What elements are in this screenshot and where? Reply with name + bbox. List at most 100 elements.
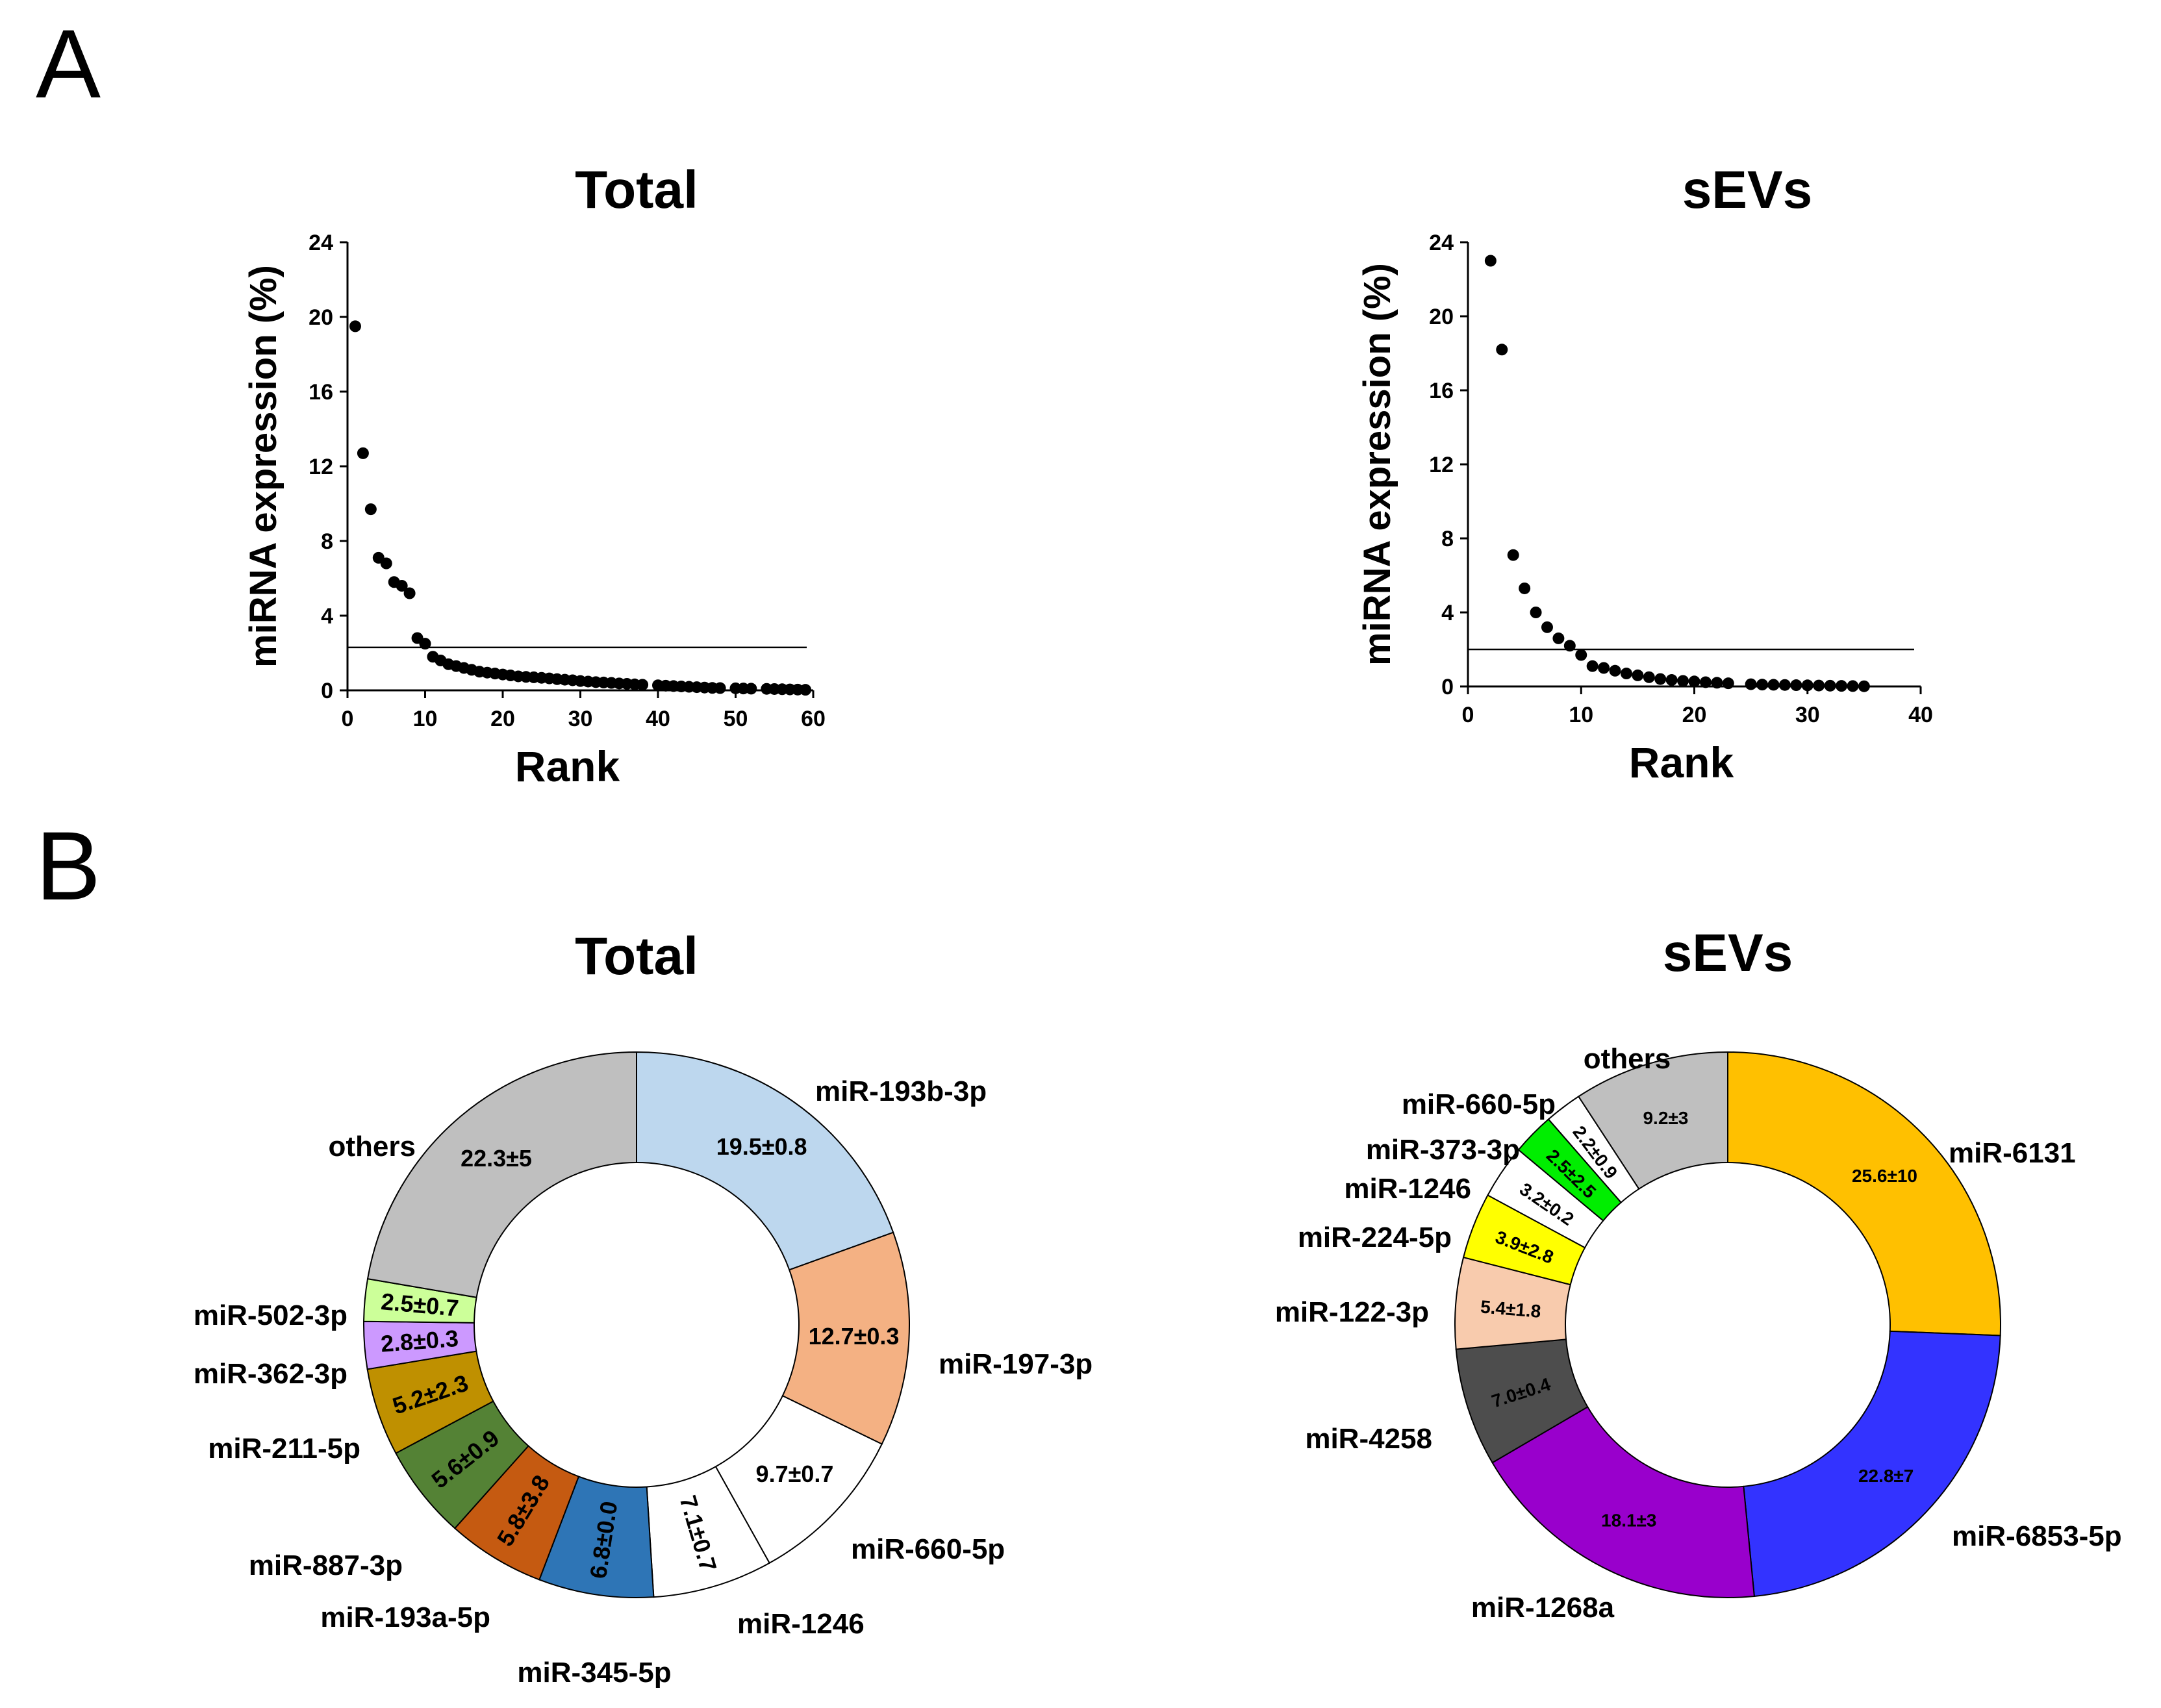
segment-name-label: miR-4258: [1305, 1423, 1432, 1455]
data-point: [1688, 675, 1700, 688]
scatter-total-chart: Total 0 4 8 12 16 20 24 0 10 20 30 40 50 60 Rank miRNA e…: [242, 160, 826, 790]
segment-value-label: 18.1±3: [1601, 1510, 1656, 1530]
x-tick-label: 30: [568, 707, 593, 731]
data-point: [1575, 649, 1587, 661]
data-point: [1643, 671, 1655, 683]
data-point: [1552, 632, 1565, 644]
data-point: [1507, 549, 1519, 561]
y-tick-label: 12: [309, 455, 333, 479]
data-point: [349, 320, 361, 333]
segment-name-label: others: [329, 1131, 416, 1162]
x-tick-label: 30: [1795, 703, 1820, 727]
chart-title: sEVs: [1663, 923, 1793, 983]
segment-value-label: 12.7±0.3: [809, 1323, 900, 1350]
segment-value-label: 25.6±10: [1852, 1166, 1917, 1186]
segment-value-label: 19.5±0.8: [716, 1133, 807, 1160]
data-point: [1745, 678, 1757, 690]
x-tick-label: 50: [724, 707, 748, 731]
scatter-sevs-chart: sEVs 0 4 8 12 16 20 24 0 10 20 30 40 Rank miRNA expres…: [1356, 160, 1933, 786]
y-tick-label: 8: [1441, 527, 1454, 551]
data-point: [1530, 607, 1542, 618]
data-point: [1632, 669, 1644, 681]
data-point: [1563, 640, 1576, 652]
y-tick-label: 4: [321, 604, 333, 629]
data-point: [714, 682, 726, 694]
segment-name-label: miR-362-3p: [194, 1358, 348, 1390]
segment-name-label: miR-373-3p: [1366, 1134, 1520, 1166]
y-tick-label: 20: [1429, 305, 1454, 329]
data-point: [1778, 679, 1791, 691]
data-point: [1586, 660, 1599, 672]
data-point: [1801, 679, 1813, 692]
x-tick-label: 20: [1682, 703, 1707, 727]
data-point: [1620, 668, 1632, 680]
data-point: [1598, 662, 1610, 674]
segment-name-label: miR-193b-3p: [815, 1075, 987, 1107]
data-point: [1813, 679, 1825, 692]
panel-label-b: B: [36, 811, 101, 920]
x-axis-label: Rank: [515, 742, 620, 790]
data-point: [1756, 679, 1769, 691]
y-tick-label: 8: [321, 529, 333, 554]
donut-segment: [1727, 1051, 2002, 1337]
donut-sevs-chart: sEVs 25.6±10 miR-6131 22.8±7 miR-6853-5p 18.1…: [1275, 923, 2122, 1624]
y-tick-label: 0: [1441, 675, 1454, 699]
data-point: [1677, 675, 1689, 687]
data-point: [1665, 674, 1678, 686]
data-point: [1609, 664, 1621, 677]
data-point: [1484, 255, 1497, 267]
data-point: [1711, 677, 1723, 689]
data-point: [1767, 679, 1780, 691]
segment-name-label: miR-1246: [1344, 1173, 1471, 1205]
segment-value-label: 22.8±7: [1858, 1466, 1914, 1486]
data-point: [637, 679, 649, 691]
segment-value-label: 2.8±0.3: [380, 1325, 460, 1357]
segment-name-label: miR-193a-5p: [320, 1601, 490, 1633]
data-point: [1847, 680, 1859, 692]
segment-name-label: miR-224-5p: [1298, 1222, 1452, 1253]
chart-title: Total: [575, 160, 698, 220]
data-point: [357, 447, 369, 459]
donut-segment: [1577, 1051, 1728, 1190]
y-tick-label: 0: [321, 679, 333, 703]
data-point: [745, 683, 757, 695]
panel-label-a: A: [36, 9, 101, 118]
chart-title: Total: [575, 927, 698, 986]
y-tick-label: 16: [1429, 379, 1454, 403]
y-tick-label: 20: [309, 305, 333, 330]
x-tick-label: 0: [1462, 703, 1474, 727]
segment-name-label: miR-1268a: [1471, 1592, 1615, 1624]
data-point: [800, 684, 812, 696]
data-point: [380, 557, 392, 570]
segment-name-label: miR-887-3p: [249, 1550, 403, 1581]
segment-name-label: miR-345-5p: [517, 1657, 671, 1689]
y-axis-label: miRNA expression (%): [1356, 263, 1398, 666]
data-point: [1699, 676, 1712, 688]
data-point: [1790, 679, 1802, 692]
y-tick-label: 24: [309, 231, 333, 255]
donut-segment: [636, 1051, 894, 1271]
segment-value-label: 22.3±5: [461, 1145, 532, 1172]
data-point: [1496, 344, 1508, 356]
x-tick-label: 10: [1569, 703, 1593, 727]
segment-name-label: miR-1246: [737, 1608, 865, 1640]
data-point: [1722, 677, 1734, 690]
donut-segment: [1743, 1330, 2001, 1598]
segment-name-label: others: [1584, 1043, 1671, 1075]
data-point: [396, 580, 408, 592]
segment-name-label: miR-660-5p: [1402, 1088, 1556, 1120]
donut-total-chart: Total 19.5±0.8 miR-193b-3p 12.7±0.3 miR-197-…: [194, 927, 1093, 1689]
data-point: [364, 503, 377, 516]
data-point: [1519, 582, 1531, 594]
y-tick-label: 4: [1441, 601, 1454, 625]
x-tick-label: 0: [342, 707, 354, 731]
segment-name-label: miR-6853-5p: [1952, 1520, 2122, 1552]
data-point: [403, 587, 416, 599]
data-point: [1654, 673, 1667, 685]
x-tick-label: 60: [801, 707, 826, 731]
x-tick-label: 10: [413, 707, 438, 731]
segment-name-label: miR-6131: [1949, 1137, 2076, 1169]
x-tick-label: 40: [1908, 703, 1933, 727]
x-tick-label: 20: [490, 707, 515, 731]
segment-name-label: miR-197-3p: [939, 1348, 1093, 1380]
